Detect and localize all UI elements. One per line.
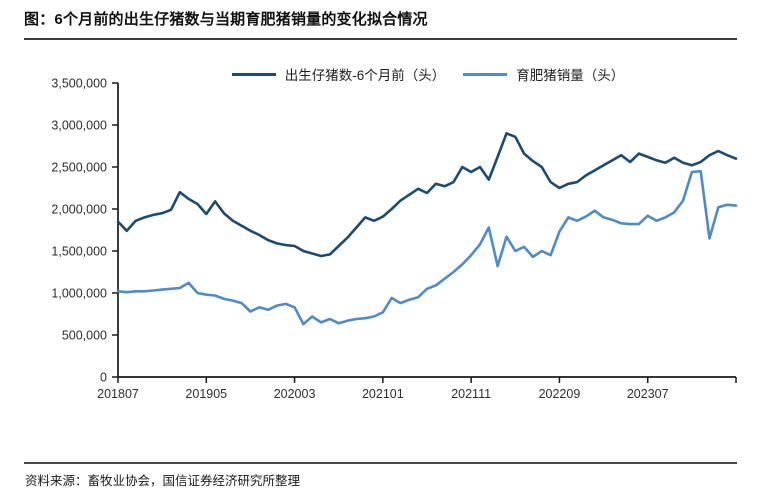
x-tick-label: 201807 [97, 387, 139, 401]
y-tick-label: 500,000 [62, 329, 107, 343]
y-tick-label: 2,500,000 [51, 161, 107, 175]
x-tick-label: 202003 [274, 387, 316, 401]
legend-line-swatch-dark [231, 72, 276, 76]
y-tick-label: 0 [100, 371, 107, 385]
x-tick-label: 202307 [627, 387, 669, 401]
y-tick-label: 1,500,000 [51, 245, 107, 259]
y-tick-label: 3,000,000 [51, 119, 107, 133]
figure-header: 图：6个月前的出生仔猪数与当期育肥猪销量的变化拟合情况 [24, 8, 737, 40]
figure-title: 图：6个月前的出生仔猪数与当期育肥猪销量的变化拟合情况 [24, 8, 737, 40]
x-tick-label: 202209 [539, 387, 581, 401]
source-note: 资料来源：畜牧业协会，国信证券经济研究所整理 [25, 474, 301, 488]
chart-legend: 出生仔猪数-6个月前（头） 育肥猪销量（头） [118, 64, 738, 84]
legend-label-piglet-births: 出生仔猪数-6个月前（头） [284, 68, 446, 83]
x-tick-label: 202111 [451, 387, 491, 401]
series-line-1 [116, 169, 738, 326]
legend-line-swatch-light [463, 72, 508, 76]
x-tick-label: 201905 [185, 387, 227, 401]
series-line-0 [116, 132, 738, 258]
chart-canvas: 0 500,000 1,000,000 1,500,000 2,000,000 2,500… [51, 77, 738, 401]
legend-item-piglet-births: 出生仔猪数-6个月前（头） [231, 64, 446, 84]
legend-label-fattening-pig-sales: 育肥猪销量（头） [516, 68, 625, 83]
y-tick-label: 3,500,000 [51, 77, 107, 91]
figure-footer: 资料来源：畜牧业协会，国信证券经济研究所整理 [24, 462, 737, 489]
y-tick-label: 1,000,000 [51, 287, 107, 301]
x-tick-label: 202101 [362, 387, 404, 401]
legend-item-fattening-pig-sales: 育肥猪销量（头） [463, 64, 624, 84]
y-tick-label: 2,000,000 [51, 203, 107, 217]
